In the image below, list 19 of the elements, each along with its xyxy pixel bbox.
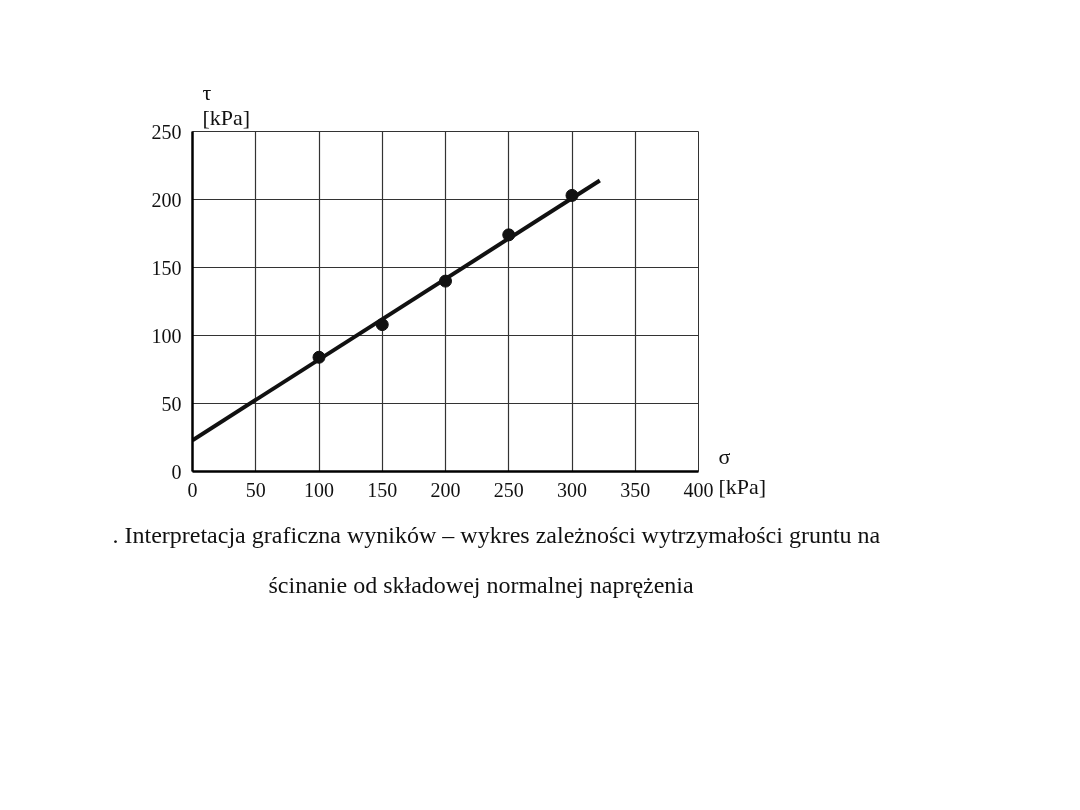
x-tick-label: 200 <box>430 478 461 501</box>
y-tick-label: 0 <box>171 460 182 483</box>
x-tick-label: 300 <box>557 478 587 501</box>
y-tick-label: 50 <box>161 392 182 415</box>
text: ścinanie od składowej normalnej naprężenia <box>268 571 695 598</box>
x-tick-label: 50 <box>245 478 266 501</box>
x-axis-title: σ [kPa] <box>718 444 767 499</box>
x-tick-label: 0 <box>187 478 198 501</box>
x-tick-label: 350 <box>620 478 651 501</box>
x-tick-label: 150 <box>367 478 398 501</box>
y-tick-label: 150 <box>151 256 182 279</box>
x-tick-label: 400 <box>683 478 714 501</box>
y-tick-label: 100 <box>151 324 182 347</box>
text: . Interpretacja graficzna wyników – wykres zależności wytrzymałości gruntu na <box>112 521 881 548</box>
x-tick-label: 250 <box>493 478 524 501</box>
x-tick-label: 100 <box>304 478 334 501</box>
y-axis-title: τ [kPa] <box>202 79 251 130</box>
y-tick-label: 250 <box>151 120 182 143</box>
y-tick-label: 200 <box>151 188 182 211</box>
